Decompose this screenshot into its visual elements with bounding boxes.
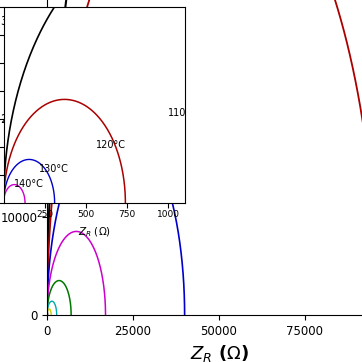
Text: 140°C: 140°C xyxy=(13,179,43,189)
X-axis label: $Z_R$ ($\Omega$): $Z_R$ ($\Omega$) xyxy=(77,225,111,239)
Text: 110°C: 110°C xyxy=(168,108,198,118)
X-axis label: $Z_R$ ($\Omega$): $Z_R$ ($\Omega$) xyxy=(190,343,248,362)
Text: 120°C: 120°C xyxy=(96,140,126,150)
Text: 130°C: 130°C xyxy=(39,164,69,174)
